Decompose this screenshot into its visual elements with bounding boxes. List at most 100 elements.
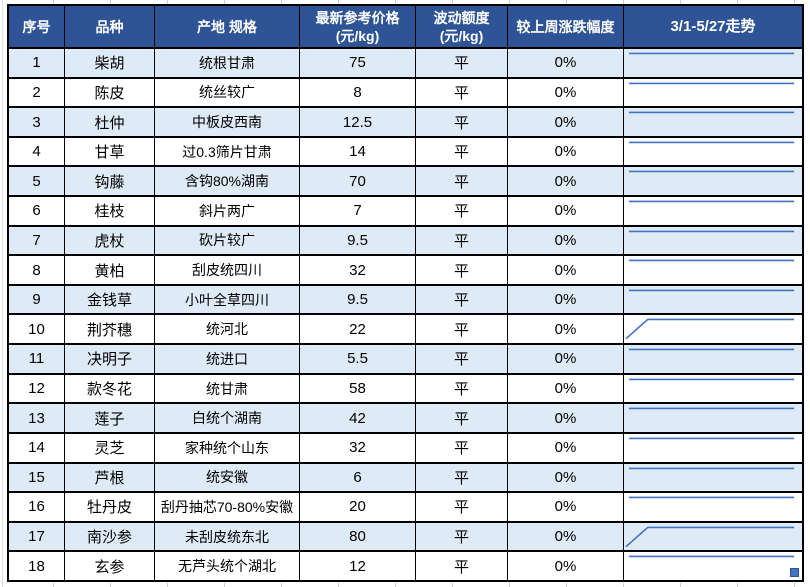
cell-variety[interactable]: 南沙参 (65, 522, 155, 551)
cell-price[interactable]: 9.5 (300, 285, 416, 314)
cell-variety[interactable]: 玄参 (65, 552, 155, 580)
cell-origin-spec[interactable]: 无芦头统个湖北 (155, 552, 300, 580)
cell-variety[interactable]: 款冬花 (65, 374, 155, 403)
header-cell-variety[interactable]: 品种 (65, 6, 155, 47)
header-cell-change[interactable]: 较上周涨跌幅度 (508, 6, 624, 47)
cell-fluctuation[interactable]: 平 (416, 522, 508, 551)
cell-seq[interactable]: 2 (9, 78, 65, 107)
cell-origin-spec[interactable]: 白统个湖南 (155, 404, 300, 432)
cell-price[interactable]: 5.5 (300, 345, 416, 373)
cell-fluctuation[interactable]: 平 (416, 78, 508, 107)
cell-change[interactable]: 0% (508, 374, 624, 403)
cell-variety[interactable]: 桂枝 (65, 197, 155, 225)
cell-origin-spec[interactable]: 过0.3筛片甘肃 (155, 137, 300, 166)
cell-price[interactable]: 70 (300, 167, 416, 196)
cell-fluctuation[interactable]: 平 (416, 197, 508, 225)
cell-origin-spec[interactable]: 统甘肃 (155, 374, 300, 403)
cell-change[interactable]: 0% (508, 226, 624, 255)
cell-seq[interactable]: 3 (9, 108, 65, 136)
cell-trend[interactable] (624, 493, 802, 521)
cell-price[interactable]: 14 (300, 137, 416, 166)
cell-origin-spec[interactable]: 砍片较广 (155, 226, 300, 255)
cell-variety[interactable]: 柴胡 (65, 49, 155, 77)
cell-change[interactable]: 0% (508, 463, 624, 492)
cell-fluctuation[interactable]: 平 (416, 108, 508, 136)
cell-variety[interactable]: 陈皮 (65, 78, 155, 107)
cell-seq[interactable]: 11 (9, 345, 65, 373)
fill-handle[interactable] (790, 568, 799, 577)
cell-price[interactable]: 32 (300, 433, 416, 462)
cell-change[interactable]: 0% (508, 167, 624, 196)
cell-change[interactable]: 0% (508, 345, 624, 373)
cell-price[interactable]: 58 (300, 374, 416, 403)
cell-seq[interactable]: 12 (9, 374, 65, 403)
cell-change[interactable]: 0% (508, 493, 624, 521)
cell-origin-spec[interactable]: 含钩80%湖南 (155, 167, 300, 196)
cell-trend[interactable] (624, 138, 802, 166)
cell-seq[interactable]: 5 (9, 167, 65, 196)
cell-variety[interactable]: 甘草 (65, 137, 155, 166)
cell-origin-spec[interactable]: 家种统个山东 (155, 433, 300, 462)
cell-trend[interactable] (624, 404, 802, 432)
cell-change[interactable]: 0% (508, 315, 624, 344)
cell-fluctuation[interactable]: 平 (416, 226, 508, 255)
cell-fluctuation[interactable]: 平 (416, 374, 508, 403)
cell-variety[interactable]: 金钱草 (65, 285, 155, 314)
cell-fluctuation[interactable]: 平 (416, 137, 508, 166)
header-cell-fluctuation[interactable]: 波动额度 (元/kg) (416, 6, 508, 47)
header-cell-origin-spec[interactable]: 产地 规格 (155, 6, 300, 47)
header-cell-trend[interactable]: 3/1-5/27走势 (624, 6, 802, 47)
cell-trend[interactable] (624, 464, 802, 492)
cell-seq[interactable]: 13 (9, 404, 65, 432)
cell-seq[interactable]: 10 (9, 315, 65, 344)
cell-price[interactable]: 7 (300, 197, 416, 225)
cell-variety[interactable]: 钩藤 (65, 167, 155, 196)
cell-fluctuation[interactable]: 平 (416, 433, 508, 462)
header-cell-price[interactable]: 最新参考价格 (元/kg) (300, 6, 416, 47)
cell-change[interactable]: 0% (508, 197, 624, 225)
cell-price[interactable]: 9.5 (300, 226, 416, 255)
cell-variety[interactable]: 牡丹皮 (65, 493, 155, 521)
cell-seq[interactable]: 7 (9, 226, 65, 255)
cell-change[interactable]: 0% (508, 256, 624, 284)
cell-seq[interactable]: 1 (9, 49, 65, 77)
cell-seq[interactable]: 16 (9, 493, 65, 521)
cell-origin-spec[interactable]: 统河北 (155, 315, 300, 344)
cell-origin-spec[interactable]: 未刮皮统东北 (155, 522, 300, 551)
cell-variety[interactable]: 莲子 (65, 404, 155, 432)
cell-origin-spec[interactable]: 统安徽 (155, 463, 300, 492)
cell-fluctuation[interactable]: 平 (416, 404, 508, 432)
cell-price[interactable]: 42 (300, 404, 416, 432)
cell-price[interactable]: 32 (300, 256, 416, 284)
cell-price[interactable]: 6 (300, 463, 416, 492)
cell-trend[interactable] (624, 345, 802, 373)
cell-variety[interactable]: 芦根 (65, 463, 155, 492)
cell-fluctuation[interactable]: 平 (416, 493, 508, 521)
cell-trend[interactable] (624, 79, 802, 107)
cell-trend[interactable] (624, 315, 802, 343)
cell-origin-spec[interactable]: 统进口 (155, 345, 300, 373)
cell-trend[interactable] (624, 167, 802, 195)
cell-trend[interactable] (624, 256, 802, 284)
cell-price[interactable]: 75 (300, 49, 416, 77)
cell-variety[interactable]: 决明子 (65, 345, 155, 373)
cell-price[interactable]: 20 (300, 493, 416, 521)
cell-fluctuation[interactable]: 平 (416, 49, 508, 77)
cell-change[interactable]: 0% (508, 49, 624, 77)
cell-change[interactable]: 0% (508, 552, 624, 580)
cell-change[interactable]: 0% (508, 108, 624, 136)
cell-variety[interactable]: 荆芥穗 (65, 315, 155, 344)
cell-origin-spec[interactable]: 斜片两广 (155, 197, 300, 225)
cell-origin-spec[interactable]: 统丝较广 (155, 78, 300, 107)
cell-origin-spec[interactable]: 中板皮西南 (155, 108, 300, 136)
cell-change[interactable]: 0% (508, 137, 624, 166)
cell-fluctuation[interactable]: 平 (416, 256, 508, 284)
cell-variety[interactable]: 黄柏 (65, 256, 155, 284)
cell-trend[interactable] (624, 49, 802, 77)
cell-seq[interactable]: 8 (9, 256, 65, 284)
cell-price[interactable]: 12 (300, 552, 416, 580)
cell-origin-spec[interactable]: 统根甘肃 (155, 49, 300, 77)
cell-fluctuation[interactable]: 平 (416, 285, 508, 314)
cell-origin-spec[interactable]: 小叶全草四川 (155, 285, 300, 314)
cell-fluctuation[interactable]: 平 (416, 463, 508, 492)
